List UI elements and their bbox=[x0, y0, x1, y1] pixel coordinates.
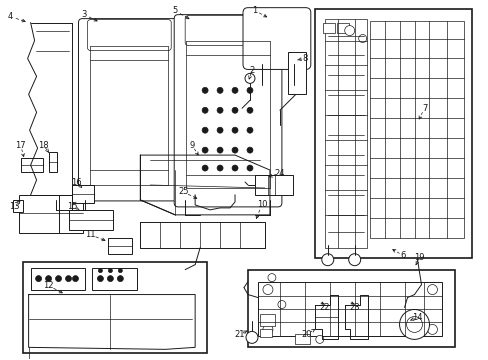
Bar bbox=[72, 185, 94, 203]
Bar bbox=[31, 268, 85, 289]
Bar bbox=[68, 210, 113, 230]
Text: 14: 14 bbox=[411, 313, 422, 322]
Text: 23: 23 bbox=[348, 303, 359, 312]
Bar bbox=[336, 23, 348, 32]
Bar bbox=[92, 268, 137, 289]
Circle shape bbox=[202, 107, 208, 113]
Bar bbox=[247, 270, 454, 347]
Bar bbox=[258, 282, 442, 336]
Text: 9: 9 bbox=[189, 141, 194, 150]
Circle shape bbox=[232, 147, 238, 153]
Circle shape bbox=[65, 213, 75, 223]
Text: 19: 19 bbox=[413, 253, 424, 262]
Text: 20: 20 bbox=[301, 330, 311, 339]
Text: 13: 13 bbox=[9, 202, 20, 211]
Circle shape bbox=[358, 35, 366, 42]
Circle shape bbox=[246, 127, 252, 133]
Circle shape bbox=[217, 87, 223, 93]
Circle shape bbox=[202, 147, 208, 153]
Circle shape bbox=[36, 276, 41, 282]
Circle shape bbox=[246, 147, 252, 153]
Text: 7: 7 bbox=[421, 104, 427, 113]
Circle shape bbox=[427, 324, 437, 334]
Circle shape bbox=[65, 276, 71, 282]
Text: 12: 12 bbox=[43, 281, 54, 290]
Text: 10: 10 bbox=[256, 201, 266, 210]
Bar bbox=[324, 19, 366, 248]
Bar bbox=[260, 315, 274, 327]
Text: 22: 22 bbox=[319, 303, 329, 312]
Circle shape bbox=[107, 276, 113, 282]
Circle shape bbox=[246, 165, 252, 171]
Bar bbox=[108, 238, 132, 254]
Circle shape bbox=[246, 87, 252, 93]
FancyBboxPatch shape bbox=[87, 20, 171, 50]
Circle shape bbox=[98, 269, 102, 273]
Circle shape bbox=[277, 301, 285, 309]
Circle shape bbox=[263, 285, 272, 294]
Text: 11: 11 bbox=[85, 230, 96, 239]
Text: 21: 21 bbox=[234, 330, 245, 339]
FancyBboxPatch shape bbox=[174, 15, 281, 207]
Circle shape bbox=[246, 107, 252, 113]
Text: 25: 25 bbox=[178, 188, 188, 197]
Circle shape bbox=[263, 324, 272, 334]
Text: 1: 1 bbox=[252, 6, 257, 15]
Circle shape bbox=[217, 147, 223, 153]
Circle shape bbox=[267, 274, 275, 282]
Text: 24: 24 bbox=[274, 168, 285, 177]
Bar bbox=[20, 158, 42, 172]
Circle shape bbox=[244, 73, 254, 84]
Text: 4: 4 bbox=[8, 12, 13, 21]
Bar bbox=[13, 200, 22, 212]
Circle shape bbox=[56, 276, 61, 282]
Circle shape bbox=[344, 26, 354, 36]
FancyBboxPatch shape bbox=[243, 8, 310, 69]
Circle shape bbox=[348, 254, 360, 266]
Circle shape bbox=[217, 107, 223, 113]
Circle shape bbox=[97, 276, 103, 282]
Bar bbox=[287, 53, 305, 94]
Text: 16: 16 bbox=[71, 179, 81, 188]
Circle shape bbox=[217, 165, 223, 171]
Circle shape bbox=[321, 254, 333, 266]
Text: 18: 18 bbox=[38, 141, 49, 150]
Bar bbox=[48, 152, 57, 172]
Circle shape bbox=[118, 269, 122, 273]
Bar bbox=[294, 334, 309, 345]
Circle shape bbox=[202, 87, 208, 93]
Text: 15: 15 bbox=[67, 202, 78, 211]
Circle shape bbox=[202, 127, 208, 133]
Circle shape bbox=[399, 310, 428, 339]
FancyBboxPatch shape bbox=[78, 19, 181, 201]
Circle shape bbox=[315, 336, 323, 343]
Text: 2: 2 bbox=[249, 66, 254, 75]
Circle shape bbox=[232, 127, 238, 133]
Text: 17: 17 bbox=[15, 141, 26, 150]
Bar bbox=[369, 21, 464, 238]
Bar bbox=[22, 262, 207, 353]
Bar bbox=[314, 9, 471, 258]
Text: 5: 5 bbox=[172, 6, 178, 15]
Bar bbox=[254, 175, 292, 195]
Circle shape bbox=[245, 332, 258, 343]
Circle shape bbox=[217, 127, 223, 133]
Circle shape bbox=[202, 165, 208, 171]
Circle shape bbox=[427, 285, 437, 294]
Text: 3: 3 bbox=[81, 10, 87, 19]
Text: 8: 8 bbox=[302, 54, 307, 63]
Circle shape bbox=[117, 276, 123, 282]
Circle shape bbox=[406, 316, 422, 332]
Bar bbox=[322, 23, 334, 32]
Circle shape bbox=[72, 276, 78, 282]
Circle shape bbox=[108, 269, 112, 273]
FancyBboxPatch shape bbox=[185, 15, 270, 45]
Bar bbox=[260, 329, 271, 337]
Bar bbox=[19, 195, 83, 233]
Circle shape bbox=[232, 87, 238, 93]
Circle shape bbox=[232, 165, 238, 171]
Circle shape bbox=[45, 276, 51, 282]
Circle shape bbox=[232, 107, 238, 113]
Text: 6: 6 bbox=[400, 251, 406, 260]
